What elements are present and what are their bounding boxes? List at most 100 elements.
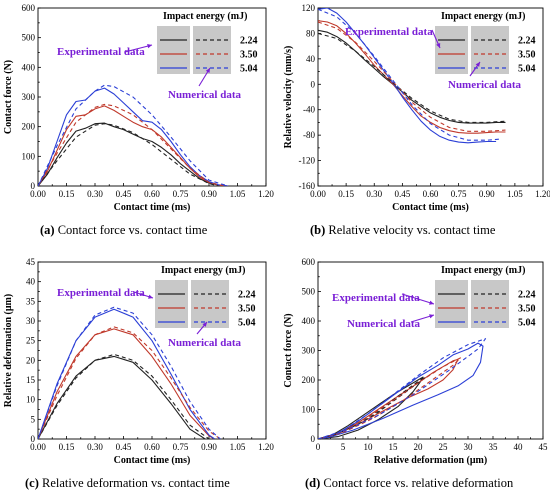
y-tick-label: 400	[22, 62, 36, 72]
legend: Impact energy (mJ) 2.24 3.50 5.04	[157, 11, 258, 75]
x-tick-label: 0.15	[338, 189, 354, 199]
y-tick-label: 10	[26, 395, 36, 405]
x-tick-label: 1.05	[507, 189, 523, 199]
series-line-numerical-blue	[318, 338, 487, 439]
legend-title: Impact energy (mJ)	[441, 265, 525, 276]
caption-letter: (c)	[25, 476, 39, 490]
legend-energy-label: 2.24	[518, 290, 536, 301]
annotation-numerical: Numerical data	[168, 89, 242, 101]
y-tick-label: 0	[311, 79, 316, 89]
x-tick-label: 20	[414, 442, 424, 452]
x-tick-label: 0.30	[366, 189, 382, 199]
annotation-numerical: Numerical data	[168, 337, 242, 349]
x-axis-title: Contact time (ms)	[114, 455, 191, 466]
series-line-experimental-black	[318, 376, 424, 439]
legend-swatch-box-numerical	[191, 280, 229, 328]
annotation-arrow-numerical-head	[205, 68, 210, 73]
y-tick-label: 25	[26, 336, 36, 346]
plot-frame	[317, 261, 544, 440]
y-tick-label: 400	[302, 316, 316, 326]
x-tick-label: 0.60	[144, 189, 160, 199]
legend-swatch-box-experimental	[157, 26, 190, 74]
legend-energy-label: 3.50	[518, 50, 536, 61]
series-line-numerical-black	[38, 123, 219, 186]
y-tick-label: 45	[26, 257, 36, 267]
series-line-numerical-blue	[38, 84, 229, 186]
y-tick-label: -40	[303, 105, 315, 115]
legend: Impact energy (mJ) 2.24 3.50 5.04	[435, 265, 536, 329]
series-line-experimental-black	[38, 355, 206, 439]
y-tick-label: 200	[22, 122, 36, 132]
y-tick-label: 30	[26, 316, 36, 326]
y-tick-label: 40	[306, 54, 316, 64]
legend: Impact energy (mJ) 2.24 3.50 5.04	[435, 11, 536, 75]
x-tick-label: 0.90	[201, 189, 217, 199]
x-tick-label: 5	[341, 442, 346, 452]
annotation-arrow-numerical-head	[475, 62, 480, 67]
x-tick-label: 0.00	[310, 189, 326, 199]
caption-letter: (b)	[310, 223, 325, 237]
x-tick-label: 0.75	[451, 189, 467, 199]
legend-energy-label: 5.04	[518, 318, 536, 329]
annotation-arrow-numerical-head	[202, 322, 207, 327]
x-tick-label: 25	[439, 442, 449, 452]
y-tick-label: 300	[22, 92, 36, 102]
annotation-arrow-experimental-shaft	[401, 293, 435, 305]
x-tick-label: 15	[389, 442, 399, 452]
chart-a: 0.00 0.15 0.30 0.45 0.60 0.75 0.90 1.05 1.20 0 100…	[3, 3, 274, 237]
x-tick-label: 0.45	[395, 189, 411, 199]
caption-letter: (a)	[40, 223, 55, 237]
x-axis-title: Contact time (ms)	[392, 202, 469, 213]
legend-energy-label: 5.04	[240, 64, 258, 75]
y-tick-label: -120	[299, 156, 316, 166]
series-line-numerical-blue	[38, 306, 221, 439]
legend-title: Impact energy (mJ)	[441, 11, 525, 22]
caption: (d) Contact force vs. relative deformati…	[305, 476, 514, 490]
legend-energy-label: 3.50	[518, 304, 536, 315]
x-tick-label: 10	[364, 442, 374, 452]
annotation-arrow-experimental-head	[429, 300, 434, 305]
x-axis-title: Relative deformation (μm)	[374, 455, 487, 466]
x-tick-label: 0.15	[59, 442, 75, 452]
y-axis-title: Contact force (N)	[283, 313, 294, 387]
series-line-numerical-blue	[318, 8, 502, 141]
caption: (b) Relative velocity vs. contact time	[310, 223, 496, 237]
y-tick-label: 0	[31, 434, 36, 444]
y-tick-label: 5	[31, 414, 36, 424]
series-line-numerical-red	[38, 103, 225, 186]
chart-b: 0.00 0.15 0.30 0.45 0.60 0.75 0.90 1.05 1.20 -160…	[283, 3, 550, 237]
legend-energy-label: 2.24	[238, 290, 256, 301]
legend-title: Impact energy (mJ)	[163, 11, 247, 22]
x-tick-label: 0.30	[87, 189, 103, 199]
legend-title: Impact energy (mJ)	[161, 265, 245, 276]
x-tick-label: 0.75	[173, 442, 189, 452]
y-tick-label: 0	[311, 434, 316, 444]
annotation-experimental: Experimental data	[57, 287, 145, 299]
caption: (a) Contact force vs. contact time	[40, 223, 208, 237]
y-tick-label: 100	[302, 405, 316, 415]
y-tick-label: 600	[22, 3, 36, 13]
legend-swatch-box-experimental	[435, 280, 468, 328]
series-line-numerical-black	[38, 353, 210, 439]
annotation-numerical: Numerical data	[448, 79, 522, 91]
legend: Impact energy (mJ) 2.24 3.50 5.04	[155, 265, 256, 329]
y-tick-label: 0	[31, 181, 36, 191]
series-line-experimental-red	[318, 20, 506, 134]
y-tick-label: 500	[22, 33, 36, 43]
x-tick-label: 0.90	[201, 442, 217, 452]
x-tick-label: 1.20	[535, 189, 550, 199]
y-tick-label: 15	[26, 375, 36, 385]
series-line-experimental-blue	[38, 308, 216, 439]
y-axis-title: Contact force (N)	[3, 60, 14, 134]
x-tick-label: 0.45	[116, 189, 132, 199]
legend-swatch-box-numerical	[193, 26, 231, 74]
y-tick-label: 100	[22, 151, 36, 161]
y-axis-title: Relative deformation (μm)	[3, 294, 14, 407]
y-tick-label: 120	[302, 3, 316, 13]
annotation-arrow-experimental-head	[147, 44, 152, 49]
annotation-arrow-experimental-shaft	[124, 44, 153, 53]
x-tick-label: 1.05	[230, 189, 246, 199]
x-tick-label: 0.30	[87, 442, 103, 452]
x-tick-label: 0.60	[423, 189, 439, 199]
